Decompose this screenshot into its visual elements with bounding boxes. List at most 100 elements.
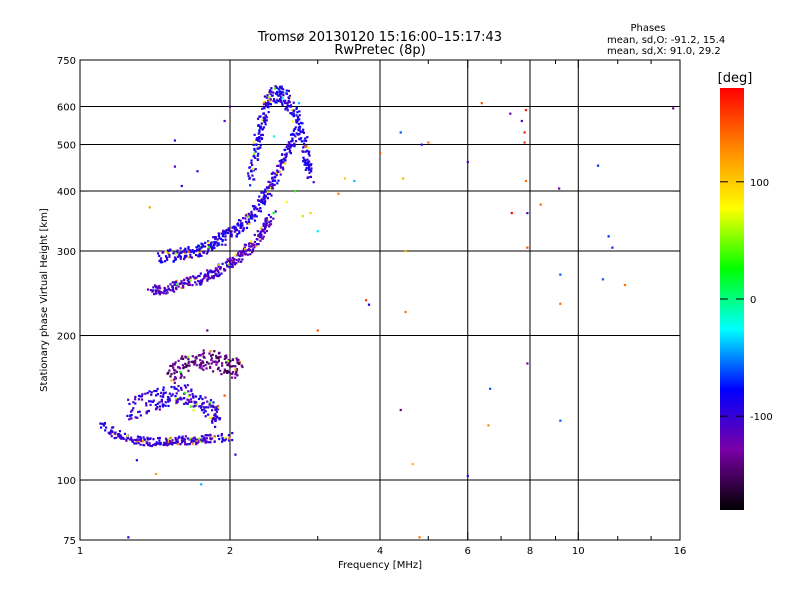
data-point xyxy=(250,212,253,215)
data-point xyxy=(217,265,220,268)
data-point xyxy=(289,104,293,107)
data-point xyxy=(228,266,231,269)
data-point xyxy=(275,91,279,94)
data-point xyxy=(255,138,258,141)
data-point xyxy=(304,145,307,148)
data-point xyxy=(234,261,238,265)
data-point xyxy=(307,164,311,167)
data-point xyxy=(185,255,188,258)
data-point xyxy=(294,126,297,129)
data-point xyxy=(402,177,405,180)
data-point xyxy=(266,105,269,108)
data-point xyxy=(247,248,251,251)
data-point xyxy=(259,127,262,130)
data-point xyxy=(266,103,270,106)
data-point xyxy=(183,251,186,254)
data-point xyxy=(286,101,289,105)
data-point xyxy=(234,253,237,257)
data-point xyxy=(164,437,168,440)
data-point xyxy=(173,363,176,366)
data-point xyxy=(194,438,198,441)
data-point xyxy=(291,137,294,140)
data-point xyxy=(228,437,231,440)
data-point xyxy=(367,303,371,306)
data-point xyxy=(201,278,205,281)
data-point xyxy=(187,277,190,280)
data-point xyxy=(264,217,267,220)
data-point xyxy=(175,439,178,442)
data-point xyxy=(297,122,301,126)
data-point xyxy=(246,253,250,256)
data-point xyxy=(136,435,140,438)
data-point xyxy=(177,384,180,388)
data-point xyxy=(281,97,284,100)
data-point xyxy=(191,355,194,358)
data-point xyxy=(199,394,202,398)
data-point xyxy=(126,414,129,418)
data-point xyxy=(204,434,207,437)
data-point xyxy=(203,245,207,248)
data-point xyxy=(303,139,306,142)
data-point xyxy=(174,441,177,444)
data-point xyxy=(199,396,202,399)
data-point xyxy=(195,441,198,444)
data-point xyxy=(164,391,167,394)
data-point xyxy=(241,258,244,261)
data-point xyxy=(208,352,211,355)
data-point xyxy=(235,235,238,238)
data-point xyxy=(166,258,169,261)
data-point xyxy=(205,361,209,364)
data-point xyxy=(254,168,257,171)
data-point xyxy=(152,443,155,447)
data-point xyxy=(238,230,241,233)
data-point xyxy=(215,269,218,272)
phase-stats-x: mean, sd,X: 91.0, 29.2 xyxy=(607,46,721,57)
data-point xyxy=(187,362,190,365)
data-point xyxy=(244,217,247,220)
data-point xyxy=(196,441,199,444)
data-point xyxy=(214,267,217,270)
data-point xyxy=(288,94,292,98)
data-point xyxy=(343,177,347,180)
data-point xyxy=(170,441,173,444)
data-point xyxy=(204,410,207,413)
data-point xyxy=(265,102,268,105)
data-point xyxy=(539,203,542,206)
data-point xyxy=(182,397,185,400)
data-point xyxy=(173,165,177,168)
data-point xyxy=(215,363,218,366)
colorbar-tick-label: 0 xyxy=(750,295,756,306)
data-point xyxy=(214,406,217,409)
data-point xyxy=(280,158,283,162)
data-point xyxy=(236,223,239,226)
data-point xyxy=(137,442,140,445)
data-point xyxy=(257,124,260,127)
data-point xyxy=(154,408,158,411)
data-point xyxy=(174,281,177,285)
data-point xyxy=(263,203,266,206)
data-point xyxy=(289,146,292,149)
data-point xyxy=(268,185,271,188)
data-point xyxy=(295,120,298,123)
data-point xyxy=(404,310,407,314)
y-tick-label: 750 xyxy=(57,56,76,67)
data-point xyxy=(207,441,210,444)
data-point xyxy=(147,400,151,403)
data-point xyxy=(286,147,289,150)
data-point xyxy=(242,229,245,232)
data-point xyxy=(244,214,247,217)
data-point xyxy=(220,434,223,437)
data-point xyxy=(188,364,191,367)
data-point xyxy=(261,127,265,131)
data-point xyxy=(209,350,212,353)
data-point xyxy=(310,170,313,173)
data-point xyxy=(258,140,262,143)
data-point xyxy=(242,227,246,230)
data-point xyxy=(174,283,177,286)
data-point xyxy=(213,269,216,273)
data-point xyxy=(139,443,142,446)
data-point xyxy=(307,166,310,169)
x-tick-label: 4 xyxy=(377,546,383,557)
data-point xyxy=(170,372,173,376)
data-point xyxy=(353,179,356,183)
